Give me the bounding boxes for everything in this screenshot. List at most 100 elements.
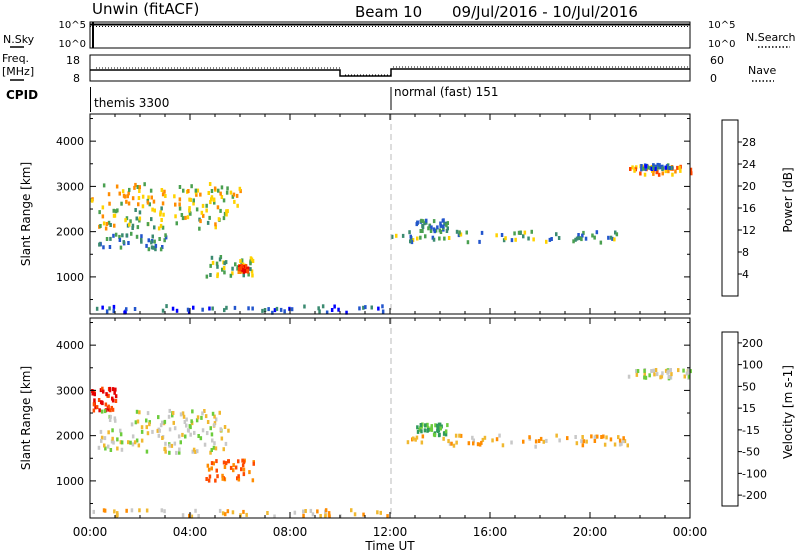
freq-trace xyxy=(90,68,690,77)
data-cell xyxy=(689,369,692,374)
data-cell xyxy=(192,447,196,452)
data-cell xyxy=(218,508,222,513)
data-cell xyxy=(168,443,171,448)
data-cell xyxy=(229,190,233,195)
data-cell xyxy=(545,438,548,443)
data-cell xyxy=(224,461,228,466)
data-cell xyxy=(107,444,110,449)
data-cell xyxy=(212,445,216,450)
data-cell xyxy=(613,442,617,447)
data-cell xyxy=(646,165,650,170)
nave-right-tick-bottom: 0 xyxy=(710,72,717,85)
data-cell xyxy=(136,185,139,189)
data-cell xyxy=(209,273,212,277)
data-cell xyxy=(152,199,156,204)
data-cell xyxy=(577,233,580,237)
colorbar-tick-label: 28 xyxy=(742,136,756,149)
data-cell xyxy=(668,166,671,170)
data-cell xyxy=(237,477,241,482)
data-cell xyxy=(450,441,453,446)
data-cell xyxy=(171,413,174,418)
data-cell xyxy=(215,468,218,473)
data-cell xyxy=(108,386,112,391)
data-cell xyxy=(137,443,141,448)
data-cell xyxy=(324,514,327,519)
data-cell xyxy=(164,194,167,198)
data-cell xyxy=(236,476,239,481)
colorbar-tick-label: -100 xyxy=(742,467,767,480)
data-cell xyxy=(424,423,427,428)
data-cell xyxy=(316,509,319,514)
data-cell xyxy=(150,245,154,250)
data-cell xyxy=(199,192,202,197)
data-cell xyxy=(514,237,517,242)
data-cell xyxy=(229,465,233,470)
data-cell xyxy=(205,203,208,208)
data-cell xyxy=(195,207,199,212)
data-cell xyxy=(593,439,597,443)
data-cell xyxy=(95,405,99,410)
data-cell xyxy=(186,428,190,433)
data-cell xyxy=(135,409,139,414)
data-cell xyxy=(225,209,228,214)
data-cell xyxy=(539,436,543,441)
data-cell xyxy=(178,447,181,452)
data-cell xyxy=(192,201,195,206)
data-cell xyxy=(411,238,415,242)
data-cell xyxy=(455,440,458,445)
data-cell xyxy=(125,508,128,513)
data-cell xyxy=(635,372,639,377)
data-cell xyxy=(495,437,499,442)
data-cell xyxy=(197,514,200,518)
data-cell xyxy=(273,308,277,313)
data-cell xyxy=(447,439,450,444)
data-cell xyxy=(231,271,234,276)
data-cell xyxy=(609,235,613,240)
data-cell xyxy=(125,199,128,204)
beam-label: Beam 10 xyxy=(355,3,422,21)
colorbar-frame xyxy=(721,119,739,297)
data-cell xyxy=(161,436,164,440)
data-cell xyxy=(227,459,230,464)
data-cell xyxy=(148,202,151,207)
data-cell xyxy=(138,410,141,415)
data-cell xyxy=(221,511,225,516)
noise-left-tick-top: 10^5 xyxy=(59,20,86,31)
data-cell xyxy=(358,306,361,311)
data-cell xyxy=(194,449,197,454)
data-cell xyxy=(330,308,334,312)
data-cell xyxy=(652,166,655,170)
data-cell xyxy=(395,233,398,238)
data-cell xyxy=(146,222,150,227)
data-cell xyxy=(195,418,199,423)
data-cell xyxy=(163,446,167,451)
data-cell xyxy=(448,441,452,446)
colorbar-tick-label: 200 xyxy=(742,337,763,350)
data-cell xyxy=(386,514,389,519)
data-cell xyxy=(240,258,244,263)
data-cell xyxy=(109,408,112,413)
data-cell xyxy=(204,414,208,419)
nave-label: Nave xyxy=(748,64,776,77)
data-cell xyxy=(580,439,583,444)
data-cell xyxy=(574,237,577,242)
data-cell xyxy=(656,162,659,167)
data-cell xyxy=(164,449,167,454)
data-cell xyxy=(581,233,584,238)
data-cell xyxy=(196,188,200,193)
data-cell xyxy=(319,514,322,518)
data-cell xyxy=(98,242,101,247)
velocity-y-axis: 1000 2000 3000 4000 xyxy=(56,322,690,505)
data-cell xyxy=(104,402,108,407)
data-cell xyxy=(140,238,143,242)
data-cell xyxy=(122,193,126,198)
data-cell xyxy=(381,304,384,309)
data-cell xyxy=(290,307,294,312)
data-cell xyxy=(200,415,203,420)
data-cell xyxy=(151,234,154,239)
data-cell xyxy=(658,163,661,168)
data-cell xyxy=(107,404,110,409)
data-cell xyxy=(172,420,175,425)
data-cell xyxy=(578,236,581,241)
data-cell xyxy=(223,211,227,216)
